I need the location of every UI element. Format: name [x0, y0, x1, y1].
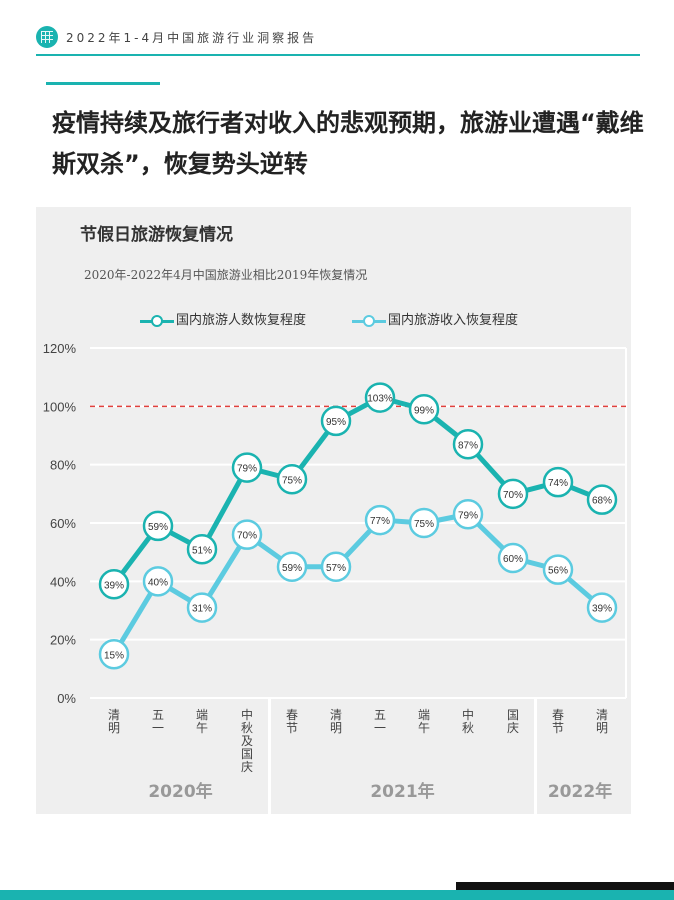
data-point	[542, 466, 574, 498]
data-label: 103%	[367, 394, 393, 405]
group-label: 2022年	[548, 781, 612, 802]
data-label: 79%	[458, 510, 478, 521]
x-tick-label: 国庆	[507, 708, 519, 735]
footer-bar-dark	[456, 882, 674, 890]
data-label: 70%	[237, 531, 257, 542]
page-title: 疫情持续及旅行者对收入的悲观预期，旅游业遭遇“戴维斯双杀”，恢复势头逆转	[52, 109, 644, 178]
x-tick-label: 春节	[552, 708, 564, 735]
y-tick-label: 20%	[50, 633, 76, 648]
data-point	[142, 566, 174, 597]
data-point	[364, 504, 396, 536]
data-label: 75%	[414, 519, 434, 530]
data-point	[186, 534, 218, 565]
data-point	[586, 484, 618, 515]
y-tick-label: 60%	[50, 516, 76, 531]
data-label: 39%	[104, 580, 124, 591]
y-tick-label: 100%	[43, 399, 77, 414]
data-label: 75%	[282, 475, 302, 486]
data-point	[452, 499, 484, 530]
group-label: 2020年	[148, 781, 212, 802]
data-point	[231, 519, 263, 550]
header-divider	[36, 54, 640, 56]
data-label: 56%	[548, 566, 568, 577]
x-tick-label: 中秋及国庆	[241, 707, 253, 774]
header-text: 2022年1-4月中国旅游行业洞察报告	[66, 31, 318, 45]
legend-marker-revenue	[352, 314, 386, 328]
data-point	[186, 592, 218, 623]
data-label: 99%	[414, 405, 434, 416]
data-label: 31%	[192, 604, 212, 615]
legend-label-revenue: 国内旅游收入恢复程度	[388, 313, 519, 328]
data-label: 60%	[503, 554, 523, 565]
data-label: 77%	[370, 516, 390, 527]
data-label: 74%	[548, 478, 568, 489]
data-label: 68%	[592, 496, 612, 507]
data-point	[586, 592, 618, 623]
data-label: 79%	[237, 464, 257, 475]
y-tick-label: 120%	[43, 341, 77, 356]
legend-item-revenue: 国内旅游收入恢复程度	[352, 309, 518, 328]
x-tick-label: 五一	[374, 708, 386, 735]
legend-item-visitors: 国内旅游人数恢复程度	[140, 309, 306, 328]
x-tick-label: 清明	[330, 708, 342, 735]
chart-subtitle: 2020年-2022年4月中国旅游业相比2019年恢复情况	[84, 268, 368, 282]
data-point	[408, 507, 440, 539]
report-header: 2022年1-4月中国旅游行业洞察报告	[0, 0, 674, 58]
data-point	[98, 569, 130, 600]
data-point	[276, 551, 308, 582]
data-point	[408, 394, 440, 425]
x-tick-label: 春节	[286, 708, 298, 735]
data-point	[497, 478, 529, 510]
data-point	[142, 510, 174, 542]
data-label: 59%	[148, 522, 168, 533]
group-label: 2021年	[370, 781, 434, 802]
x-tick-label: 清明	[108, 708, 120, 735]
data-point	[320, 405, 352, 437]
data-point	[276, 464, 308, 495]
data-label: 51%	[192, 545, 212, 556]
x-tick-label: 中秋	[462, 707, 474, 735]
data-point	[497, 542, 529, 574]
x-tick-label: 端午	[196, 708, 208, 735]
x-tick-label: 五一	[152, 708, 164, 735]
logo-icon	[36, 26, 58, 48]
x-tick-label: 端午	[418, 708, 430, 735]
data-point	[364, 382, 396, 413]
data-label: 40%	[148, 577, 168, 588]
legend-marker-visitors	[140, 314, 174, 328]
data-point	[231, 452, 263, 483]
y-tick-label: 40%	[50, 574, 76, 589]
x-tick-label: 清明	[596, 708, 608, 735]
legend-label-visitors: 国内旅游人数恢复程度	[176, 313, 307, 328]
y-tick-label: 80%	[50, 458, 76, 473]
y-tick-label: 0%	[57, 691, 76, 706]
data-point	[542, 554, 574, 585]
chart-title: 节假日旅游恢复情况	[80, 225, 233, 245]
data-label: 15%	[104, 650, 124, 661]
data-label: 39%	[592, 604, 612, 615]
data-point	[320, 551, 352, 582]
data-label: 95%	[326, 417, 346, 428]
footer-bar-teal	[0, 890, 674, 900]
data-point	[98, 639, 130, 670]
data-point	[452, 429, 484, 460]
title-accent-bar	[46, 82, 160, 85]
data-label: 70%	[503, 490, 523, 501]
data-label: 59%	[282, 563, 302, 574]
data-label: 87%	[458, 440, 478, 451]
data-label: 57%	[326, 563, 346, 574]
